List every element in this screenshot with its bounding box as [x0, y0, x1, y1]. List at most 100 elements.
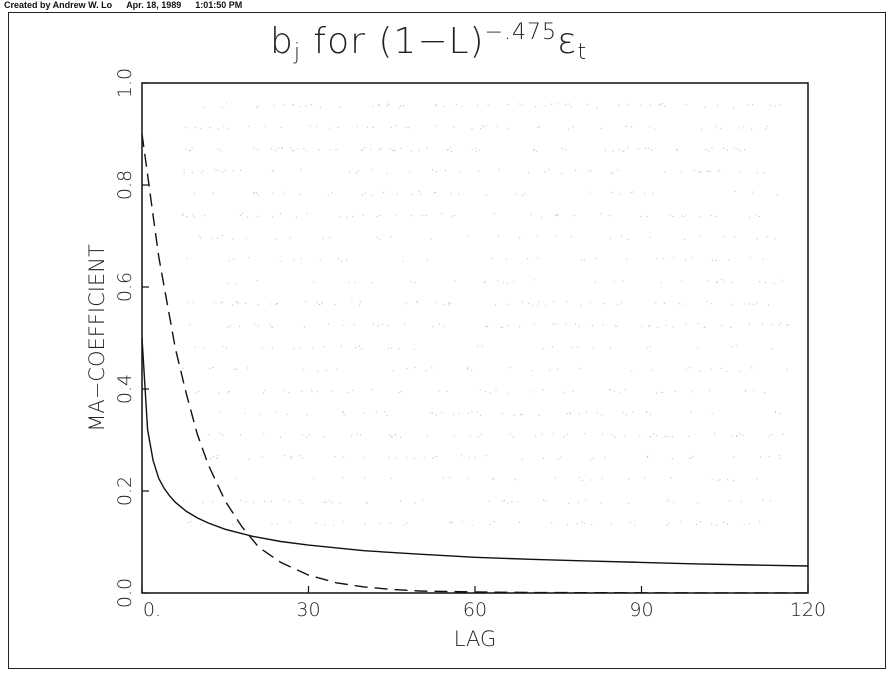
- noise-dot: [324, 524, 326, 526]
- noise-dot: [680, 521, 682, 523]
- noise-dot: [495, 389, 497, 391]
- noise-dot: [506, 325, 508, 327]
- noise-dot: [776, 194, 778, 196]
- noise-dot: [602, 324, 604, 326]
- noise-dot: [475, 150, 477, 152]
- noise-dot: [617, 304, 619, 306]
- noise-dot: [610, 434, 612, 436]
- noise-dot: [192, 301, 194, 303]
- noise-dot: [596, 107, 598, 108]
- noise-dot: [412, 193, 413, 195]
- noise-dot: [721, 324, 723, 326]
- noise-dot: [721, 279, 722, 281]
- noise-dot: [390, 478, 392, 479]
- noise-dot: [612, 150, 614, 152]
- noise-dot: [229, 325, 231, 327]
- noise-dot: [239, 214, 241, 216]
- noise-dot: [478, 149, 480, 151]
- noise-dot: [316, 302, 318, 304]
- noise-dot: [768, 304, 769, 306]
- noise-dot: [390, 126, 392, 128]
- noise-dot: [650, 104, 651, 106]
- noise-dot: [209, 367, 211, 369]
- noise-dot: [673, 257, 675, 259]
- noise-dot: [414, 367, 416, 369]
- noise-dot: [617, 169, 619, 171]
- noise-dot: [756, 478, 758, 480]
- noise-dot: [434, 105, 436, 107]
- noise-dot: [198, 235, 200, 237]
- noise-dot: [339, 502, 341, 504]
- noise-dot: [521, 413, 523, 415]
- noise-dot: [271, 148, 273, 150]
- noise-dot: [394, 434, 396, 436]
- noise-dot: [542, 389, 544, 391]
- noise-dot: [517, 103, 519, 105]
- noise-dot: [379, 104, 380, 106]
- noise-dot: [396, 193, 398, 195]
- noise-dot: [604, 456, 606, 458]
- noise-dot: [641, 325, 643, 327]
- noise-dot: [551, 346, 553, 348]
- noise-dot: [319, 304, 320, 305]
- noise-dot: [632, 411, 634, 413]
- noise-dot: [753, 389, 755, 391]
- noise-dot: [301, 390, 303, 392]
- noise-dot: [418, 150, 420, 152]
- noise-dot: [256, 280, 258, 282]
- noise-dot: [227, 128, 229, 130]
- noise-dot: [400, 500, 402, 502]
- noise-dot: [352, 389, 354, 391]
- noise-dot: [498, 235, 499, 237]
- noise-dot: [541, 433, 543, 435]
- noise-dot: [467, 368, 469, 370]
- noise-dot: [253, 501, 255, 503]
- noise-dot: [272, 192, 274, 194]
- noise-dot: [755, 214, 757, 216]
- noise-dot: [264, 389, 266, 391]
- noise-dot: [392, 149, 394, 151]
- noise-dot: [542, 348, 544, 350]
- noise-dot: [565, 103, 567, 105]
- noise-dot: [519, 237, 521, 239]
- noise-dot: [622, 150, 624, 152]
- noise-dot: [290, 147, 291, 149]
- noise-dot: [402, 260, 404, 262]
- noise-dot: [388, 434, 390, 436]
- noise-dot: [321, 301, 323, 303]
- noise-dot: [703, 326, 705, 328]
- noise-dot: [323, 502, 325, 504]
- noise-dot: [775, 411, 776, 413]
- noise-dot: [744, 390, 746, 392]
- noise-dot: [223, 346, 225, 348]
- noise-dot: [557, 458, 559, 460]
- noise-dot: [717, 479, 719, 481]
- noise-dot: [236, 522, 238, 524]
- noise-dot: [570, 346, 572, 348]
- noise-dot: [194, 392, 196, 394]
- noise-dot: [680, 171, 682, 173]
- noise-dot: [575, 170, 577, 171]
- noise-dot: [418, 191, 420, 193]
- noise-dot: [671, 458, 673, 460]
- noise-dot: [539, 126, 541, 128]
- noise-dot: [557, 215, 559, 217]
- noise-dot: [235, 301, 237, 303]
- noise-dot: [667, 499, 669, 501]
- noise-dot: [182, 214, 183, 216]
- noise-dot: [583, 522, 585, 524]
- noise-dot: [253, 192, 255, 194]
- noise-dot: [689, 457, 691, 459]
- noise-dot: [364, 412, 366, 414]
- noise-dot: [449, 477, 451, 479]
- noise-dot: [698, 171, 700, 173]
- noise-dot: [537, 127, 539, 128]
- noise-dot: [485, 125, 487, 127]
- noise-dot: [378, 238, 380, 240]
- noise-dot: [661, 391, 663, 393]
- noise-dot: [281, 147, 282, 149]
- noise-dot: [416, 301, 418, 303]
- noise-dot: [284, 389, 286, 391]
- noise-dot: [706, 170, 708, 172]
- noise-dot: [592, 347, 594, 349]
